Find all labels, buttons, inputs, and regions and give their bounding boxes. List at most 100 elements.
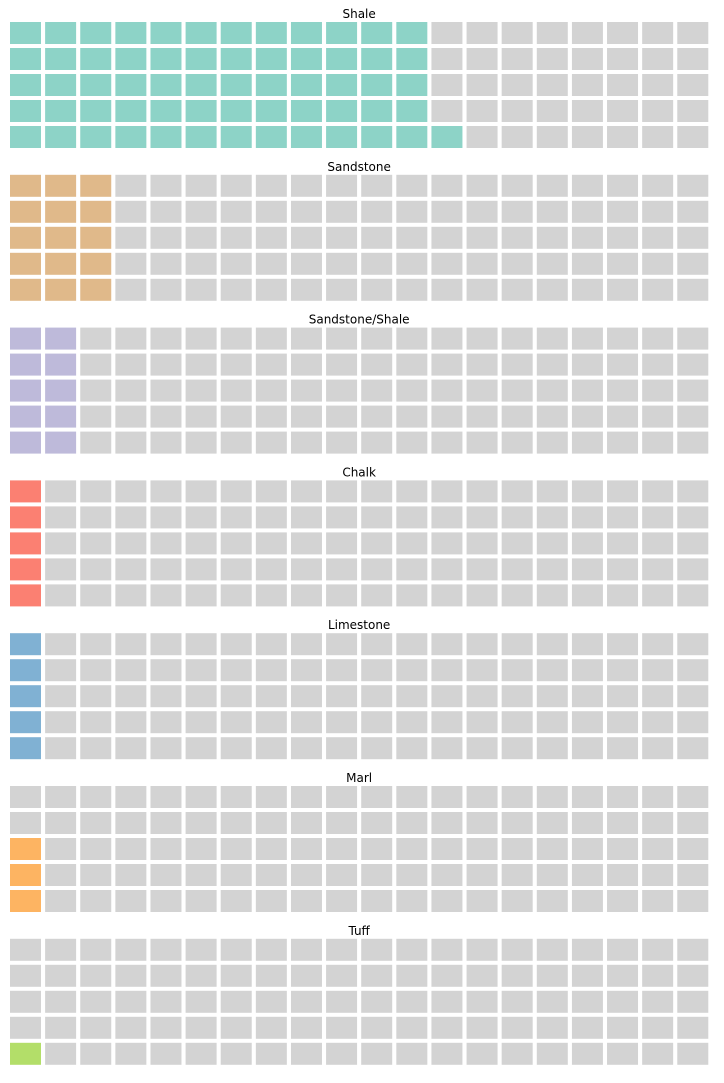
waffle-cell-empty [361,633,393,656]
waffle-cell-empty [290,278,322,301]
waffle-cell-empty [642,685,674,708]
waffle-cell-empty [571,938,603,961]
waffle-cell-filled [80,252,112,275]
waffle-cell-empty [150,174,182,197]
waffle-cell-empty [80,353,112,376]
waffle-cell-empty [536,431,568,454]
waffle-cell-empty [326,737,358,760]
waffle-cell-empty [607,353,639,376]
waffle-cell-empty [115,584,147,607]
waffle-cell-empty [571,812,603,834]
waffle-cell-empty [326,864,358,886]
waffle-cell-empty [326,532,358,555]
waffle-cell-empty [326,938,358,961]
waffle-cell-empty [80,584,112,607]
waffle-cell-empty [642,48,674,70]
waffle-cell-empty [361,431,393,454]
waffle-cell-empty [255,659,287,682]
waffle-cell-empty [571,22,603,44]
waffle-cell-empty [326,685,358,708]
waffle-cell-empty [150,431,182,454]
waffle-cell-empty [501,786,533,808]
waffle-cell-empty [536,812,568,834]
waffle-cell-filled [361,22,393,44]
waffle-cell-empty [326,252,358,275]
waffle-cell-empty [290,659,322,682]
waffle-cell-empty [220,838,252,860]
waffle-cell-empty [536,838,568,860]
waffle-cell-empty [677,685,709,708]
waffle-cell-filled [10,226,41,249]
waffle-cell-empty [501,74,533,96]
waffle-cell-empty [326,584,358,607]
waffle-cell-empty [501,812,533,834]
waffle-cell-empty [326,480,358,503]
waffle-cell-empty [220,711,252,734]
waffle-cell-empty [255,327,287,350]
waffle-cell-empty [45,964,77,987]
waffle-cell-empty [571,480,603,503]
waffle-cell-empty [290,480,322,503]
waffle-cell-empty [396,506,428,529]
waffle-cell-empty [361,1042,393,1065]
waffle-cell-empty [115,633,147,656]
waffle-cell-empty [255,812,287,834]
waffle-cell-empty [326,431,358,454]
waffle-cell-empty [185,174,217,197]
waffle-cell-empty [361,506,393,529]
waffle-cell-empty [220,812,252,834]
waffle-cell-empty [396,685,428,708]
waffle-cell-empty [361,226,393,249]
waffle-cell-empty [255,174,287,197]
waffle-cell-empty [642,200,674,223]
waffle-cell-empty [677,174,709,197]
waffle-cell-empty [536,890,568,912]
waffle-cell-empty [571,48,603,70]
waffle-cell-empty [607,532,639,555]
waffle-cell-filled [10,405,41,428]
waffle-cell-empty [10,1016,41,1039]
waffle-cell-empty [431,938,463,961]
waffle-cell-empty [220,226,252,249]
waffle-cell-empty [642,584,674,607]
waffle-cell-empty [677,100,709,122]
waffle-cell-filled [115,48,147,70]
waffle-cell-empty [501,890,533,912]
waffle-cell-filled [10,711,41,734]
waffle-cell-empty [536,200,568,223]
waffle-cell-empty [642,812,674,834]
waffle-cell-empty [571,1016,603,1039]
waffle-cell-filled [150,22,182,44]
waffle-cell-empty [536,584,568,607]
waffle-cell-empty [185,252,217,275]
waffle-cell-empty [150,278,182,301]
waffle-cell-empty [255,379,287,402]
waffle-cell-empty [80,480,112,503]
waffle-cell-filled [431,126,463,148]
waffle-cell-empty [361,405,393,428]
waffle-cell-empty [431,431,463,454]
waffle-cell-empty [220,252,252,275]
waffle-cell-empty [150,737,182,760]
waffle-cell-filled [80,278,112,301]
waffle-cell-empty [290,584,322,607]
waffle-cell-empty [571,990,603,1013]
waffle-cell-empty [10,812,41,834]
waffle-cell-empty [571,633,603,656]
waffle-cell-empty [361,558,393,581]
waffle-cell-empty [677,532,709,555]
waffle-cell-empty [677,22,709,44]
waffle-cell-empty [255,278,287,301]
waffle-cell-filled [290,100,322,122]
waffle-cell-empty [571,100,603,122]
waffle-cell-empty [115,278,147,301]
waffle-cell-empty [150,890,182,912]
waffle-cell-empty [501,379,533,402]
waffle-cell-empty [466,48,498,70]
waffle-cell-empty [220,480,252,503]
waffle-cell-empty [501,431,533,454]
waffle-cell-empty [115,327,147,350]
waffle-cell-empty [501,964,533,987]
waffle-cell-empty [396,353,428,376]
waffle-cell-empty [326,1042,358,1065]
